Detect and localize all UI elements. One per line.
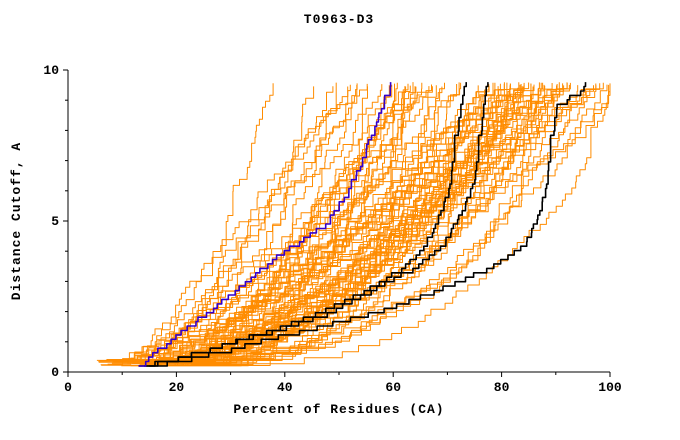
x-axis-label: Percent of Residues (CA) <box>233 402 444 417</box>
curves-layer <box>96 82 611 367</box>
y-tick-label: 0 <box>51 365 59 380</box>
ensemble-curve <box>107 84 432 365</box>
ensemble-curve <box>153 85 597 366</box>
x-tick-label: 60 <box>385 380 401 395</box>
reference-model-blue-curve <box>138 82 392 367</box>
ensemble-curve <box>113 82 462 363</box>
x-tick-label: 20 <box>169 380 185 395</box>
ensemble-curve <box>196 82 445 361</box>
ensemble-curve <box>106 86 416 361</box>
ensemble-curve <box>198 83 409 364</box>
ensemble-curve <box>113 83 368 363</box>
ensemble-curve <box>187 86 523 364</box>
ensemble-curve <box>111 86 433 364</box>
ensemble-curve <box>146 82 544 363</box>
ensemble-curve <box>140 82 560 363</box>
ensemble-curve <box>138 86 334 366</box>
x-tick-label: 100 <box>598 380 622 395</box>
highlighted-model-2-curve <box>143 82 489 367</box>
x-tick-label: 40 <box>277 380 293 395</box>
ensemble-curve <box>202 86 430 360</box>
ensemble-curve <box>121 86 534 367</box>
highlighted-model-3-curve <box>149 82 587 367</box>
chart-title: T0963-D3 <box>304 12 374 27</box>
ensemble-curve <box>181 84 570 365</box>
ensemble-curve <box>201 83 532 364</box>
ensemble-curve <box>163 82 337 366</box>
ensemble-curve <box>183 83 611 361</box>
y-axis-label: Distance Cutoff, A <box>9 142 24 300</box>
ensemble-curve <box>167 83 564 361</box>
ensemble-curve <box>122 84 545 361</box>
y-tick-label: 5 <box>51 214 59 229</box>
ensemble-curve <box>98 86 443 362</box>
ensemble-curve <box>126 84 521 360</box>
ensemble-curve <box>98 85 611 363</box>
ensemble-curve <box>100 83 505 366</box>
x-tick-label: 80 <box>494 380 510 395</box>
ensemble-curve <box>187 86 585 365</box>
ensemble-curve <box>202 86 368 361</box>
ensemble-curve <box>159 86 524 366</box>
axes-layer: 0 20 40 60 80 100 0 5 10 <box>43 63 622 395</box>
ensemble-curve <box>160 82 540 360</box>
x-tick-label: 0 <box>64 380 72 395</box>
y-tick-label: 10 <box>43 63 59 78</box>
ensemble-curve <box>120 83 274 361</box>
